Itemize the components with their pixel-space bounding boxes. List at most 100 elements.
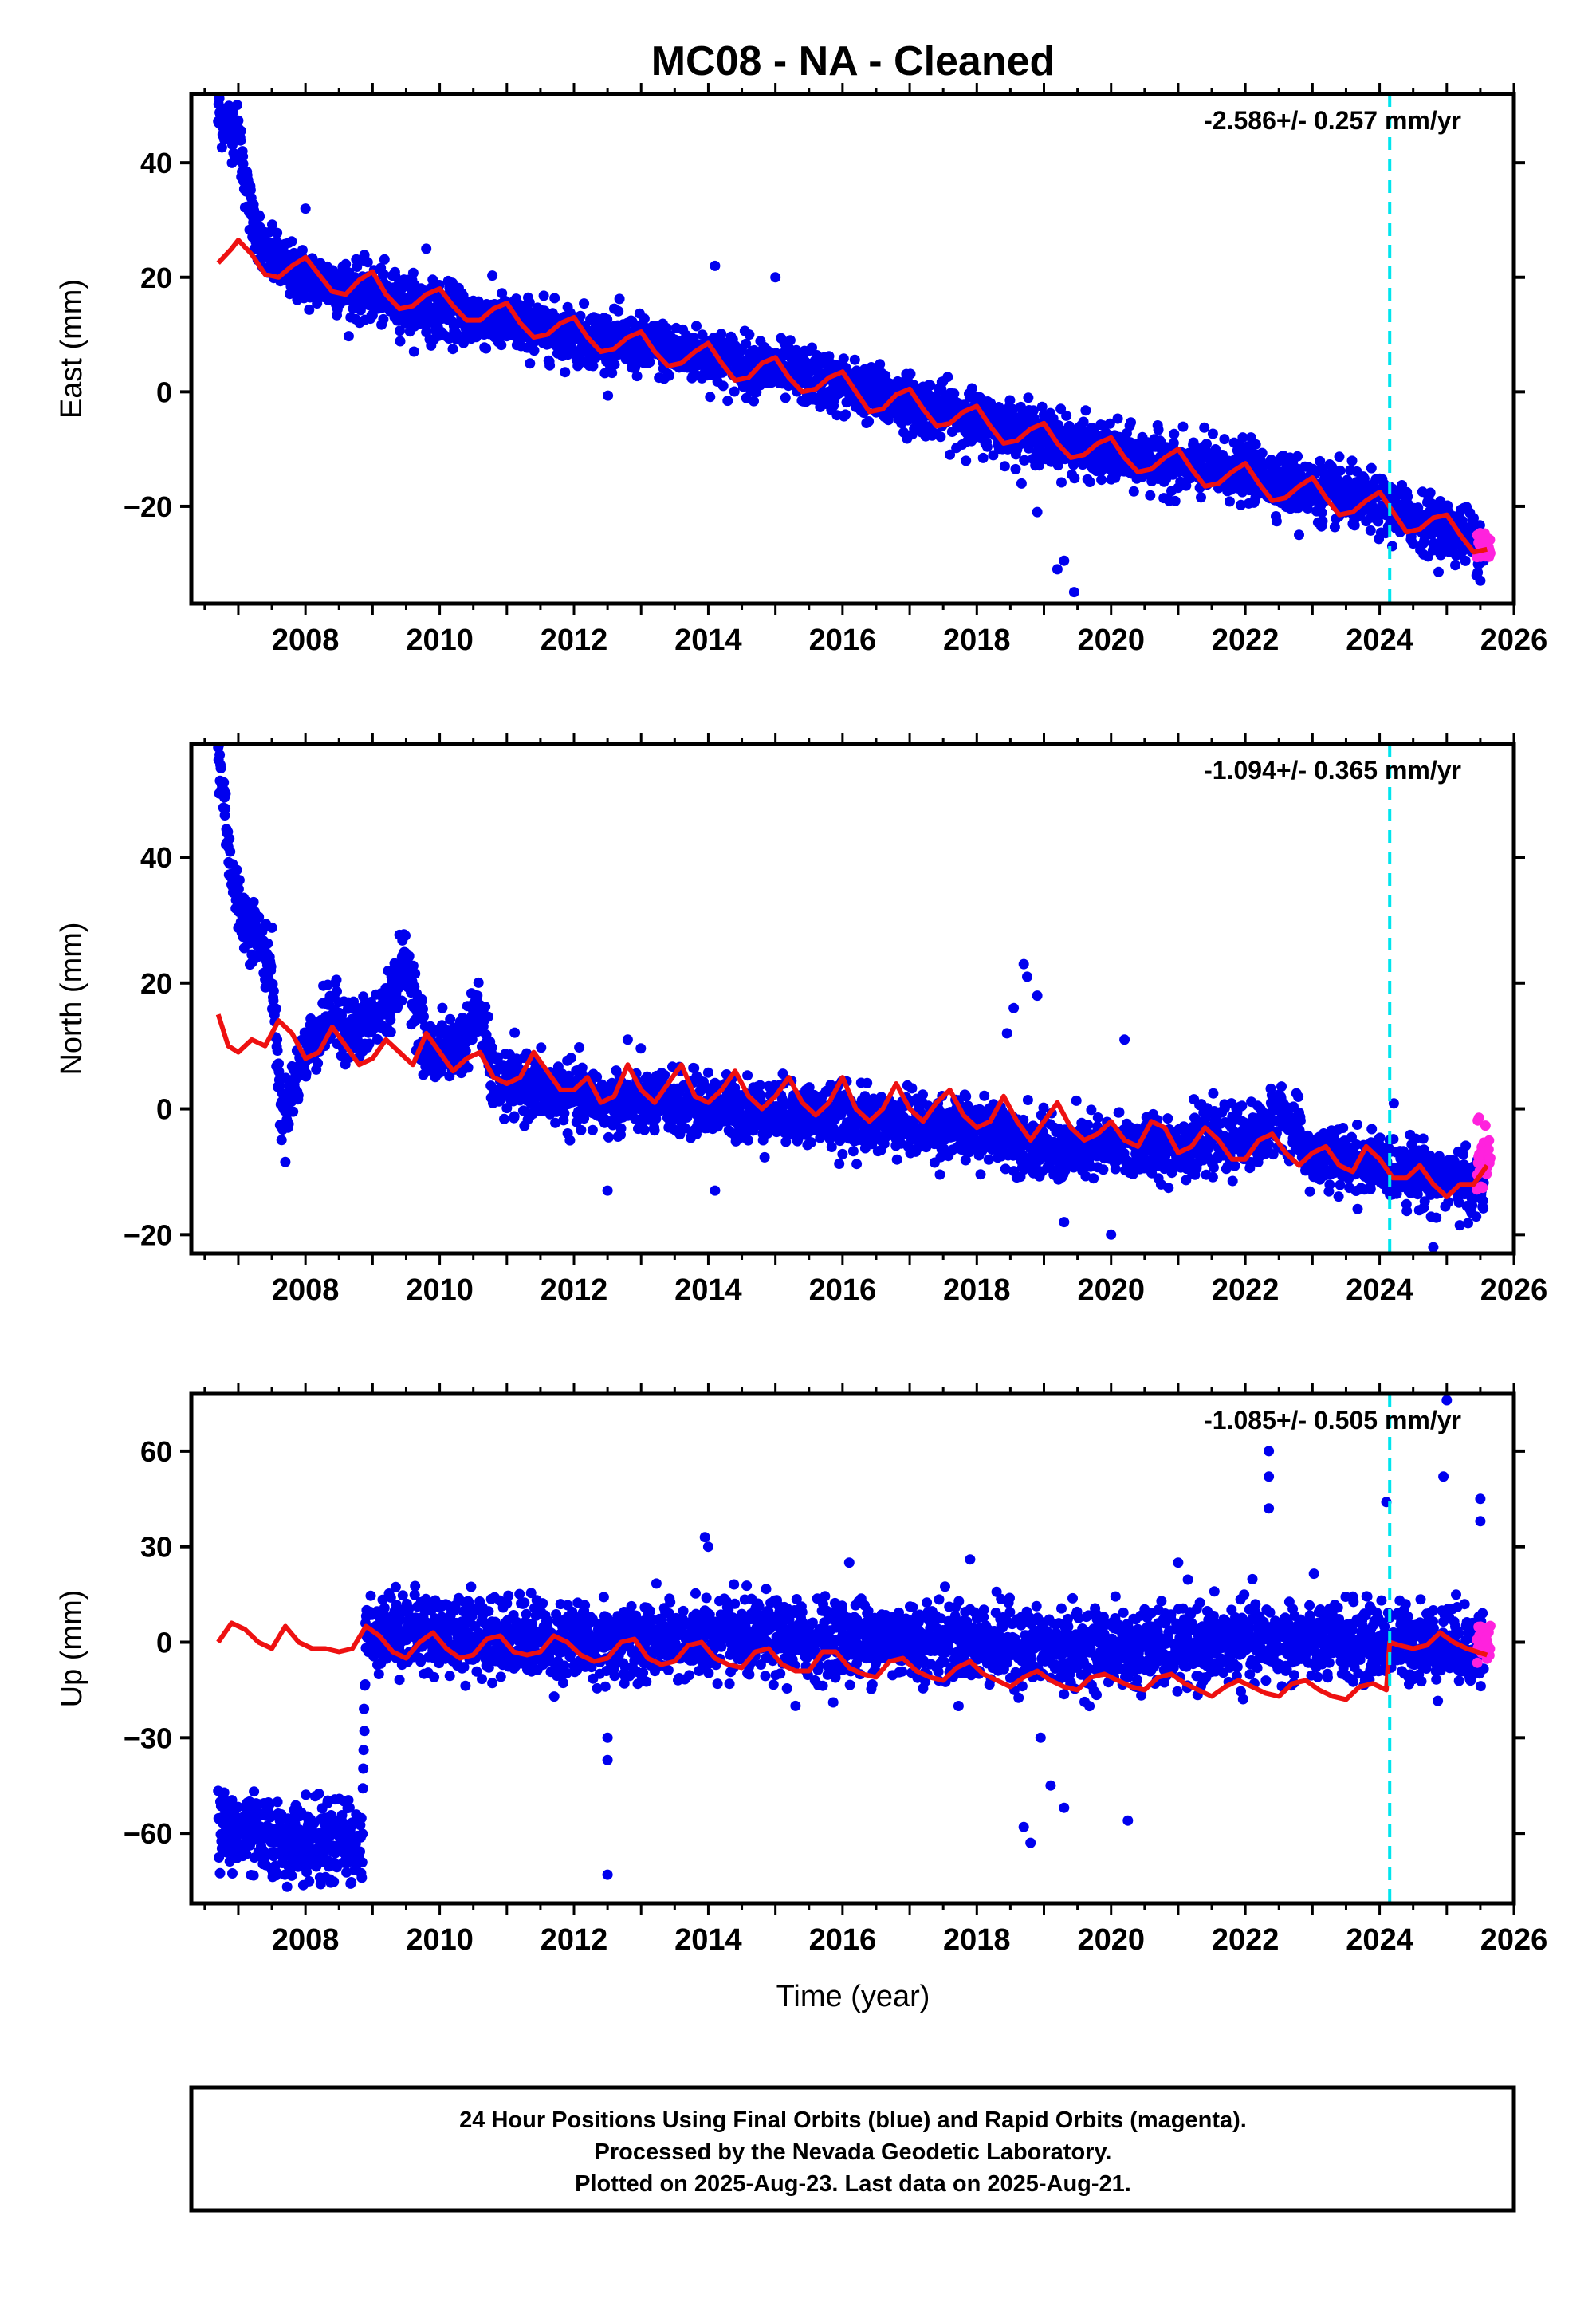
final-point xyxy=(966,435,977,447)
final-point xyxy=(544,360,556,371)
final-point xyxy=(400,930,411,941)
final-point xyxy=(1349,520,1360,531)
final-point xyxy=(1365,525,1376,536)
final-point xyxy=(603,1131,614,1143)
x-tick-label: 2018 xyxy=(943,624,1011,657)
final-point xyxy=(286,236,297,247)
final-point xyxy=(385,1014,396,1025)
final-point xyxy=(863,416,875,427)
final-outlier-point xyxy=(710,260,721,271)
final-point xyxy=(958,399,969,411)
final-point xyxy=(538,290,549,301)
final-point xyxy=(613,305,624,317)
final-point xyxy=(245,184,256,195)
rapid-point xyxy=(1484,548,1496,559)
final-point xyxy=(293,1090,304,1101)
final-point xyxy=(1472,567,1484,578)
final-point xyxy=(935,431,946,443)
final-point xyxy=(942,372,953,383)
final-point xyxy=(840,409,851,420)
final-point xyxy=(702,1067,713,1078)
final-point xyxy=(1112,413,1123,424)
final-point xyxy=(496,340,507,351)
final-point xyxy=(875,359,886,370)
final-point xyxy=(396,995,407,1006)
final-point xyxy=(1219,434,1230,445)
final-point xyxy=(1104,418,1115,429)
x-tick-label: 2022 xyxy=(1212,624,1280,657)
final-point xyxy=(355,305,366,316)
final-point xyxy=(1145,490,1156,501)
final-point xyxy=(1055,403,1067,415)
final-point xyxy=(525,358,536,369)
final-point xyxy=(1126,417,1136,428)
final-point xyxy=(288,1106,299,1117)
final-point xyxy=(717,380,729,392)
final-point xyxy=(283,1119,294,1130)
final-point xyxy=(1295,470,1307,482)
final-point xyxy=(235,125,246,136)
final-outlier-point xyxy=(1475,575,1486,586)
x-tick-label: 2014 xyxy=(674,624,742,657)
final-point xyxy=(460,1045,471,1057)
final-point xyxy=(1008,403,1019,415)
final-point xyxy=(276,1135,287,1146)
final-outlier-point xyxy=(1032,506,1043,518)
final-point xyxy=(1078,416,1089,427)
final-point xyxy=(780,392,791,403)
final-point xyxy=(509,1111,520,1122)
final-point xyxy=(560,367,571,378)
final-outlier-point xyxy=(1068,587,1079,598)
y-tick-label: 0 xyxy=(156,376,172,408)
final-point xyxy=(263,227,274,238)
final-point xyxy=(1068,459,1079,470)
final-point xyxy=(705,392,716,403)
final-point xyxy=(1225,496,1235,507)
final-point xyxy=(838,353,849,364)
final-point xyxy=(1413,502,1424,514)
final-point xyxy=(233,115,244,126)
final-point xyxy=(403,950,415,962)
final-point xyxy=(741,338,752,349)
final-point xyxy=(807,342,817,353)
final-point xyxy=(631,371,643,382)
final-point xyxy=(331,974,342,986)
final-point xyxy=(462,1062,474,1073)
east-rapid-orbit-points xyxy=(1472,528,1496,563)
final-point xyxy=(272,1045,283,1056)
final-point xyxy=(905,368,916,380)
y-tick-label: 40 xyxy=(140,147,172,179)
final-point xyxy=(215,763,226,773)
final-point xyxy=(265,961,277,972)
final-point xyxy=(1256,447,1268,458)
final-point xyxy=(1080,405,1091,416)
final-point xyxy=(220,788,231,799)
final-point xyxy=(688,333,699,344)
final-point xyxy=(437,1002,448,1013)
final-point xyxy=(550,1117,561,1128)
final-point xyxy=(536,1042,547,1053)
final-point xyxy=(301,1068,312,1079)
x-tick-label: 2008 xyxy=(272,624,340,657)
final-point xyxy=(385,1026,396,1037)
east-rate-label: -2.586+/- 0.257 mm/yr xyxy=(1204,106,1461,135)
final-point xyxy=(358,991,369,1002)
final-point xyxy=(379,254,390,265)
final-point xyxy=(233,883,244,895)
x-tick-label: 2024 xyxy=(1346,624,1413,657)
final-outlier-point xyxy=(300,203,311,214)
final-point xyxy=(1329,521,1340,533)
final-point xyxy=(272,227,283,238)
final-point xyxy=(407,267,419,278)
final-point xyxy=(407,960,419,971)
final-point xyxy=(1316,507,1327,518)
final-point xyxy=(418,1004,428,1014)
final-point xyxy=(238,159,249,169)
final-point xyxy=(499,1113,509,1124)
final-point xyxy=(1408,538,1419,549)
final-point xyxy=(524,297,535,308)
final-point xyxy=(1433,566,1444,577)
final-point xyxy=(486,1042,497,1053)
final-point xyxy=(630,361,641,372)
